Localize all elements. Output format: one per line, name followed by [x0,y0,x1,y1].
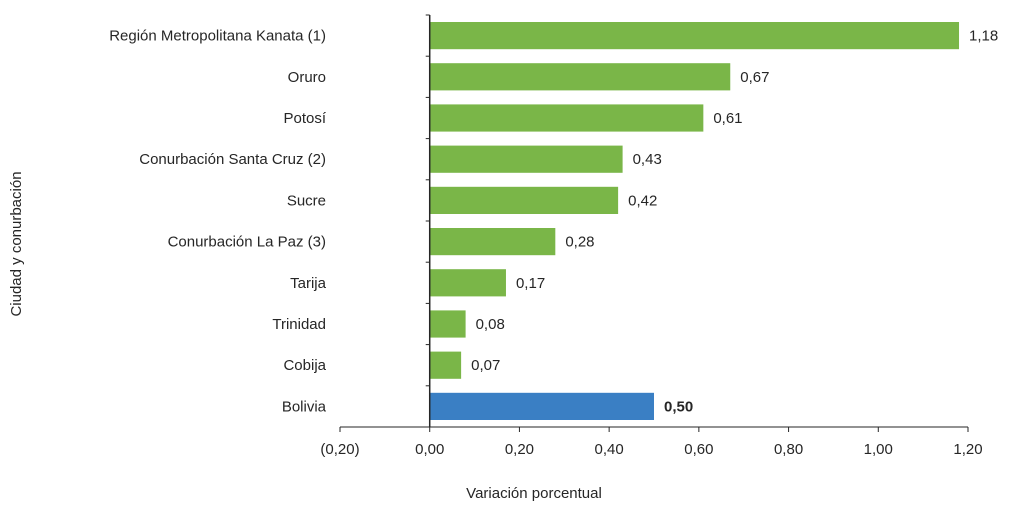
bar-trinidad [429,310,466,338]
x-axis-title: Variación porcentual [466,485,602,502]
x-tick-label: 0,40 [595,441,624,458]
bar-cobija [429,351,462,379]
category-label-oruro: Oruro [288,69,326,86]
bar-conurbacion-santa-cruz-2 [429,145,623,173]
x-tick-label: 1,20 [953,441,982,458]
value-label-bolivia: 0,50 [664,398,693,415]
x-tick-label: 1,00 [864,441,893,458]
x-tick-label: 0,00 [415,441,444,458]
x-tick-label: 0,60 [684,441,713,458]
value-label-tarija: 0,17 [516,275,545,292]
value-label-conurbacion-santa-cruz-2: 0,43 [633,151,662,168]
value-label-region-metropolitana-kanata-1: 1,18 [969,28,998,45]
bar-bolivia [429,392,654,420]
value-label-oruro: 0,67 [740,69,769,86]
category-label-tarija: Tarija [290,275,327,292]
axis-layer: Región Metropolitana Kanata (1) 1,18 Oruro… [109,14,998,458]
x-tick-label: 0,20 [505,441,534,458]
y-axis-title: Ciudad y conurbación [8,171,25,316]
value-label-trinidad: 0,08 [476,316,505,333]
value-label-conurbacion-la-paz-3: 0,28 [565,234,594,251]
bar-sucre [429,186,619,214]
category-label-sucre: Sucre [287,192,326,209]
x-tick-label: (0,20) [320,441,359,458]
value-label-cobija: 0,07 [471,357,500,374]
bar-potosi [429,104,704,132]
value-label-sucre: 0,42 [628,192,657,209]
value-label-potosi: 0,61 [713,110,742,127]
x-tick-label: 0,80 [774,441,803,458]
category-label-bolivia: Bolivia [282,398,327,415]
bar-tarija [429,269,506,297]
category-label-region-metropolitana-kanata-1: Región Metropolitana Kanata (1) [109,28,326,45]
category-label-conurbacion-santa-cruz-2: Conurbación Santa Cruz (2) [139,151,326,168]
category-label-potosi: Potosí [283,110,326,127]
bar-region-metropolitana-kanata-1 [429,22,960,50]
category-label-conurbacion-la-paz-3: Conurbación La Paz (3) [168,234,326,251]
category-label-trinidad: Trinidad [272,316,326,333]
bar-oruro [429,63,731,91]
bar-conurbacion-la-paz-3 [429,228,556,256]
bars-layer [429,22,960,420]
category-label-cobija: Cobija [283,357,326,374]
